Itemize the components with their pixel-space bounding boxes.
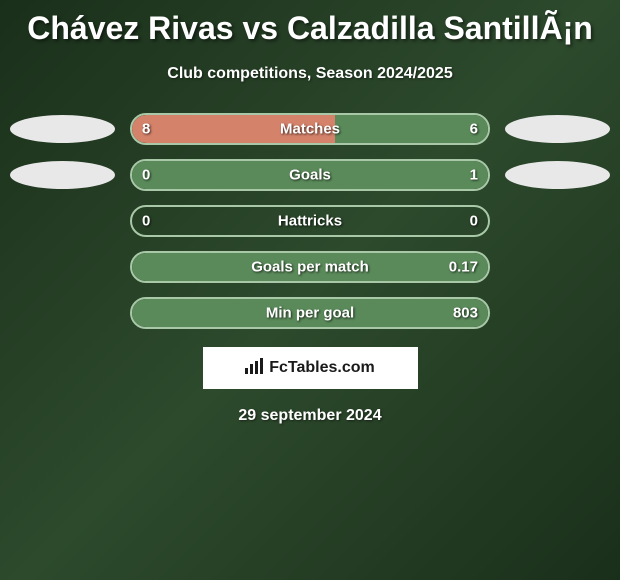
stat-value-right: 0 [470,213,478,230]
player-ellipse-left [10,115,115,143]
stat-value-right: 1 [470,167,478,184]
stat-label: Matches [130,121,490,138]
stat-row: 0Hattricks0 [10,205,610,237]
season-subtitle: Club competitions, Season 2024/2025 [0,65,620,83]
date-text: 29 september 2024 [0,407,620,425]
stat-value-right: 803 [453,305,478,322]
stat-row: 8Matches6 [10,113,610,145]
stat-bar: 0Goals1 [130,159,490,191]
stat-bar: Goals per match0.17 [130,251,490,283]
stat-bar: Min per goal803 [130,297,490,329]
stat-bar: 8Matches6 [130,113,490,145]
stat-label: Goals [130,167,490,184]
stat-row: Min per goal803 [10,297,610,329]
chart-icon [245,358,263,379]
brand-footer: FcTables.com [203,347,418,389]
stat-value-right: 0.17 [449,259,478,276]
stat-label: Goals per match [130,259,490,276]
stat-row: Goals per match0.17 [10,251,610,283]
stat-row: 0Goals1 [10,159,610,191]
stat-label: Min per goal [130,305,490,322]
stat-bar: 0Hattricks0 [130,205,490,237]
brand-text: FcTables.com [269,359,375,377]
player-ellipse-right [505,115,610,143]
stat-label: Hattricks [130,213,490,230]
player-ellipse-left [10,161,115,189]
player-ellipse-right [505,161,610,189]
stat-value-right: 6 [470,121,478,138]
comparison-title: Chávez Rivas vs Calzadilla SantillÃ¡n [0,0,620,47]
stats-container: 8Matches60Goals10Hattricks0Goals per mat… [0,113,620,329]
